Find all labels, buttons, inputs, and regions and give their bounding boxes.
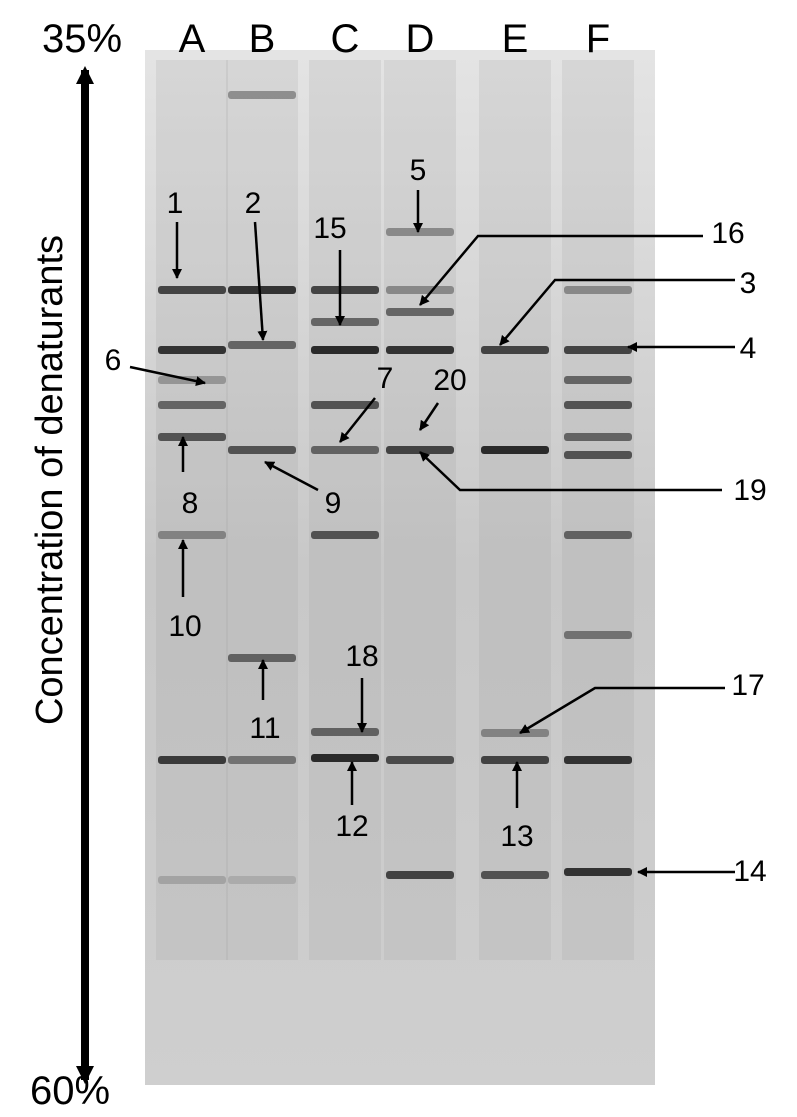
band <box>311 754 379 762</box>
band <box>564 868 632 876</box>
band <box>481 756 549 764</box>
band-label: 17 <box>731 669 764 702</box>
band <box>386 756 454 764</box>
lane-label: D <box>406 17 435 61</box>
band <box>311 446 379 454</box>
band <box>228 341 296 349</box>
band <box>311 346 379 354</box>
band <box>564 286 632 294</box>
band <box>564 376 632 384</box>
band <box>481 346 549 354</box>
band-label: 5 <box>410 154 427 187</box>
band-label: 2 <box>245 187 262 220</box>
band <box>481 729 549 737</box>
band <box>311 401 379 409</box>
band <box>228 91 296 99</box>
band <box>386 308 454 316</box>
band-label: 15 <box>313 212 346 245</box>
band-label: 16 <box>711 217 744 250</box>
band-label: 10 <box>168 610 201 643</box>
lane-label: C <box>331 17 360 61</box>
lane-smear <box>479 60 551 960</box>
band <box>228 876 296 884</box>
band-label: 12 <box>335 810 368 843</box>
pointer-arrow <box>418 402 440 431</box>
pointer-arrow <box>419 234 703 306</box>
band <box>311 318 379 326</box>
axis-label: Concentration of denaturants <box>29 235 71 725</box>
band <box>386 286 454 294</box>
band <box>564 433 632 441</box>
lane-smear <box>562 60 634 960</box>
band-label: 13 <box>500 820 533 853</box>
pointer-arrow <box>499 278 735 346</box>
pointer-arrow <box>129 365 206 387</box>
pointer-arrow <box>419 451 722 492</box>
band-label: 3 <box>740 267 757 300</box>
pointer-arrow <box>253 221 268 341</box>
band <box>386 871 454 879</box>
band <box>564 531 632 539</box>
band <box>158 756 226 764</box>
band <box>228 654 296 662</box>
band <box>158 433 226 441</box>
lanes <box>156 60 634 960</box>
pointer-arrow <box>339 397 376 443</box>
band-label: 14 <box>733 855 766 888</box>
lane-smear <box>226 60 298 960</box>
band <box>228 446 296 454</box>
pointer-arrow <box>519 686 725 735</box>
band <box>228 756 296 764</box>
band <box>158 286 226 294</box>
band-label: 7 <box>377 362 394 395</box>
band <box>311 286 379 294</box>
lane-label: A <box>179 17 206 61</box>
band <box>386 446 454 454</box>
band <box>564 401 632 409</box>
band <box>481 446 549 454</box>
band-label: 4 <box>740 332 757 365</box>
lane-smear <box>384 60 456 960</box>
lane-label: F <box>586 17 610 61</box>
band <box>311 728 379 736</box>
lane-smear <box>156 60 228 960</box>
band <box>564 756 632 764</box>
band-label: 20 <box>433 364 466 397</box>
top-label: 35% <box>42 17 122 61</box>
band-label: 8 <box>182 487 199 520</box>
band-label: 11 <box>249 712 280 745</box>
band-label: 9 <box>325 487 342 520</box>
band-label: 19 <box>733 474 766 507</box>
band <box>564 451 632 459</box>
band <box>228 286 296 294</box>
band <box>311 531 379 539</box>
band-label: 1 <box>167 187 184 220</box>
band <box>158 346 226 354</box>
band <box>564 631 632 639</box>
band <box>386 228 454 236</box>
band <box>386 346 454 354</box>
band <box>158 401 226 409</box>
band <box>564 346 632 354</box>
lane-smear <box>309 60 381 960</box>
band-label: 18 <box>345 640 378 673</box>
bottom-label: 60% <box>30 1069 110 1112</box>
band <box>158 876 226 884</box>
band <box>481 871 549 879</box>
band <box>158 531 226 539</box>
band-label: 6 <box>105 344 122 377</box>
lane-label: E <box>502 17 529 61</box>
pointer-arrow <box>264 460 319 492</box>
lane-label: B <box>249 17 276 61</box>
gel <box>145 50 655 1085</box>
